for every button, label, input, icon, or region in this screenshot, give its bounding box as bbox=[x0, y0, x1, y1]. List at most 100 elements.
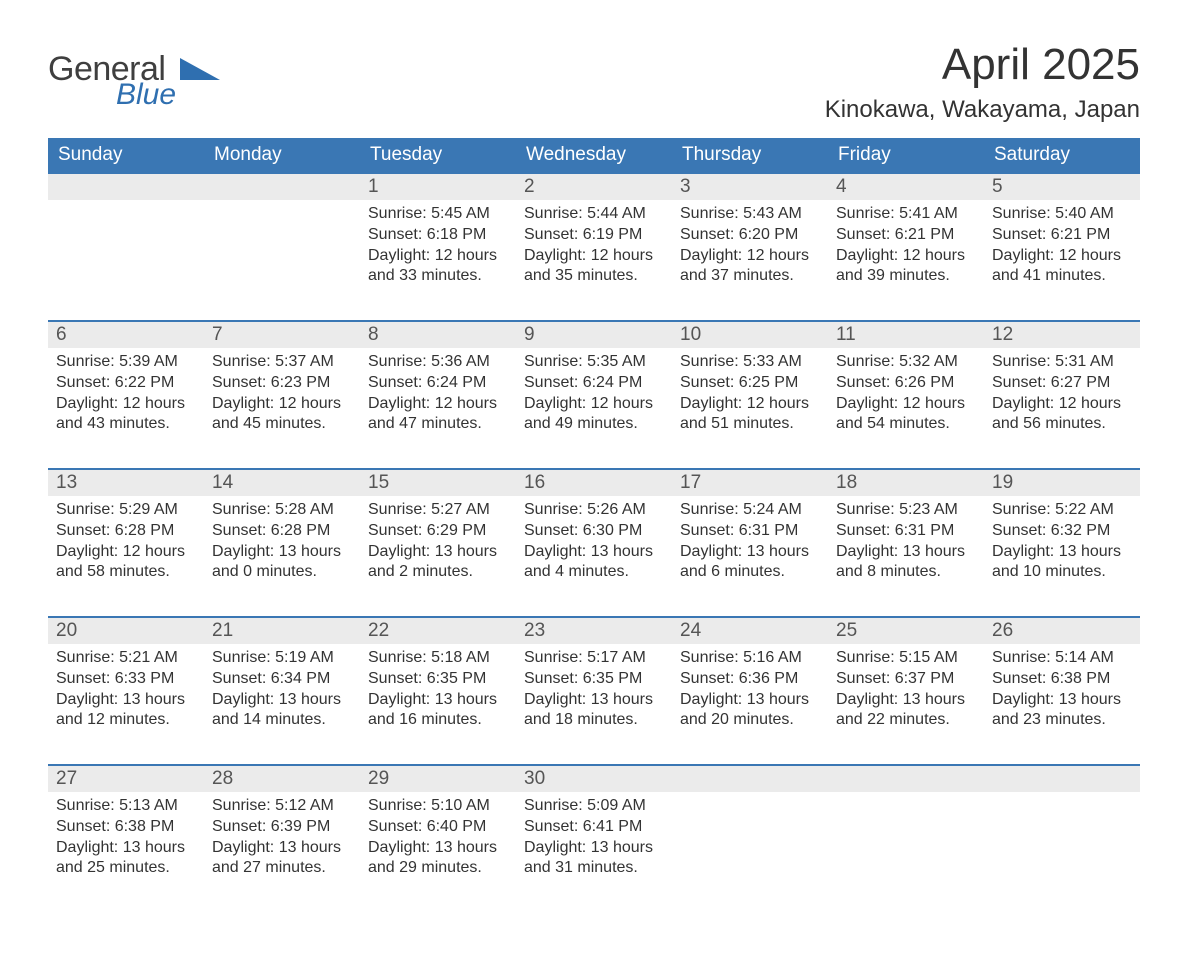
calendar-day-cell: 1Sunrise: 5:45 AMSunset: 6:18 PMDaylight… bbox=[360, 173, 516, 321]
day-body: Sunrise: 5:39 AMSunset: 6:22 PMDaylight:… bbox=[48, 348, 204, 443]
daylight-line: Daylight: 13 hours and 23 minutes. bbox=[992, 690, 1132, 732]
day-body: Sunrise: 5:32 AMSunset: 6:26 PMDaylight:… bbox=[828, 348, 984, 443]
day-number: 7 bbox=[204, 322, 360, 348]
daylight-line: Daylight: 13 hours and 29 minutes. bbox=[368, 838, 508, 880]
daylight-line: Daylight: 13 hours and 27 minutes. bbox=[212, 838, 352, 880]
calendar-day-cell: 25Sunrise: 5:15 AMSunset: 6:37 PMDayligh… bbox=[828, 617, 984, 765]
sunrise-line: Sunrise: 5:39 AM bbox=[56, 352, 196, 373]
day-body bbox=[204, 200, 360, 212]
calendar-body: 1Sunrise: 5:45 AMSunset: 6:18 PMDaylight… bbox=[48, 173, 1140, 913]
sunset-line: Sunset: 6:38 PM bbox=[992, 669, 1132, 690]
sunrise-line: Sunrise: 5:29 AM bbox=[56, 500, 196, 521]
day-body: Sunrise: 5:33 AMSunset: 6:25 PMDaylight:… bbox=[672, 348, 828, 443]
sunset-line: Sunset: 6:25 PM bbox=[680, 373, 820, 394]
day-body: Sunrise: 5:40 AMSunset: 6:21 PMDaylight:… bbox=[984, 200, 1140, 295]
sunrise-line: Sunrise: 5:31 AM bbox=[992, 352, 1132, 373]
day-body: Sunrise: 5:19 AMSunset: 6:34 PMDaylight:… bbox=[204, 644, 360, 739]
weekday-header: Friday bbox=[828, 138, 984, 173]
sunrise-line: Sunrise: 5:18 AM bbox=[368, 648, 508, 669]
sunrise-line: Sunrise: 5:15 AM bbox=[836, 648, 976, 669]
daylight-line: Daylight: 12 hours and 39 minutes. bbox=[836, 246, 976, 288]
calendar-day-cell: 29Sunrise: 5:10 AMSunset: 6:40 PMDayligh… bbox=[360, 765, 516, 913]
sunset-line: Sunset: 6:18 PM bbox=[368, 225, 508, 246]
sunset-line: Sunset: 6:27 PM bbox=[992, 373, 1132, 394]
day-number: 3 bbox=[672, 174, 828, 200]
day-body: Sunrise: 5:43 AMSunset: 6:20 PMDaylight:… bbox=[672, 200, 828, 295]
sunrise-line: Sunrise: 5:16 AM bbox=[680, 648, 820, 669]
calendar-day-cell bbox=[984, 765, 1140, 913]
sunrise-line: Sunrise: 5:12 AM bbox=[212, 796, 352, 817]
calendar-week-row: 13Sunrise: 5:29 AMSunset: 6:28 PMDayligh… bbox=[48, 469, 1140, 617]
sunrise-line: Sunrise: 5:14 AM bbox=[992, 648, 1132, 669]
sunset-line: Sunset: 6:40 PM bbox=[368, 817, 508, 838]
daylight-line: Daylight: 12 hours and 49 minutes. bbox=[524, 394, 664, 436]
day-number: 24 bbox=[672, 618, 828, 644]
calendar-day-cell: 9Sunrise: 5:35 AMSunset: 6:24 PMDaylight… bbox=[516, 321, 672, 469]
sunset-line: Sunset: 6:20 PM bbox=[680, 225, 820, 246]
calendar-day-cell: 2Sunrise: 5:44 AMSunset: 6:19 PMDaylight… bbox=[516, 173, 672, 321]
day-body: Sunrise: 5:09 AMSunset: 6:41 PMDaylight:… bbox=[516, 792, 672, 887]
day-number: 17 bbox=[672, 470, 828, 496]
day-body: Sunrise: 5:29 AMSunset: 6:28 PMDaylight:… bbox=[48, 496, 204, 591]
weekday-header-row: Sunday Monday Tuesday Wednesday Thursday… bbox=[48, 138, 1140, 173]
brand-triangle-icon bbox=[180, 58, 220, 91]
day-number: 13 bbox=[48, 470, 204, 496]
daylight-line: Daylight: 12 hours and 43 minutes. bbox=[56, 394, 196, 436]
day-body: Sunrise: 5:16 AMSunset: 6:36 PMDaylight:… bbox=[672, 644, 828, 739]
day-number bbox=[48, 174, 204, 200]
calendar-day-cell: 28Sunrise: 5:12 AMSunset: 6:39 PMDayligh… bbox=[204, 765, 360, 913]
calendar-day-cell: 3Sunrise: 5:43 AMSunset: 6:20 PMDaylight… bbox=[672, 173, 828, 321]
sunrise-line: Sunrise: 5:17 AM bbox=[524, 648, 664, 669]
sunrise-line: Sunrise: 5:27 AM bbox=[368, 500, 508, 521]
sunrise-line: Sunrise: 5:28 AM bbox=[212, 500, 352, 521]
sunset-line: Sunset: 6:19 PM bbox=[524, 225, 664, 246]
sunset-line: Sunset: 6:39 PM bbox=[212, 817, 352, 838]
day-number: 26 bbox=[984, 618, 1140, 644]
sunrise-line: Sunrise: 5:19 AM bbox=[212, 648, 352, 669]
sunrise-line: Sunrise: 5:44 AM bbox=[524, 204, 664, 225]
page: General Blue April 2025 Kinokawa, Wakaya… bbox=[0, 0, 1188, 953]
calendar-day-cell: 13Sunrise: 5:29 AMSunset: 6:28 PMDayligh… bbox=[48, 469, 204, 617]
daylight-line: Daylight: 12 hours and 35 minutes. bbox=[524, 246, 664, 288]
sunset-line: Sunset: 6:35 PM bbox=[524, 669, 664, 690]
daylight-line: Daylight: 13 hours and 22 minutes. bbox=[836, 690, 976, 732]
calendar-day-cell bbox=[828, 765, 984, 913]
sunrise-line: Sunrise: 5:43 AM bbox=[680, 204, 820, 225]
day-number bbox=[984, 766, 1140, 792]
day-number: 30 bbox=[516, 766, 672, 792]
day-body: Sunrise: 5:36 AMSunset: 6:24 PMDaylight:… bbox=[360, 348, 516, 443]
day-body: Sunrise: 5:31 AMSunset: 6:27 PMDaylight:… bbox=[984, 348, 1140, 443]
calendar-day-cell: 10Sunrise: 5:33 AMSunset: 6:25 PMDayligh… bbox=[672, 321, 828, 469]
day-body bbox=[48, 200, 204, 212]
calendar-day-cell bbox=[204, 173, 360, 321]
sunset-line: Sunset: 6:36 PM bbox=[680, 669, 820, 690]
daylight-line: Daylight: 13 hours and 10 minutes. bbox=[992, 542, 1132, 584]
sunset-line: Sunset: 6:22 PM bbox=[56, 373, 196, 394]
daylight-line: Daylight: 12 hours and 37 minutes. bbox=[680, 246, 820, 288]
day-number: 1 bbox=[360, 174, 516, 200]
weekday-header: Wednesday bbox=[516, 138, 672, 173]
calendar-day-cell bbox=[48, 173, 204, 321]
day-body: Sunrise: 5:10 AMSunset: 6:40 PMDaylight:… bbox=[360, 792, 516, 887]
sunset-line: Sunset: 6:31 PM bbox=[836, 521, 976, 542]
calendar-header: Sunday Monday Tuesday Wednesday Thursday… bbox=[48, 138, 1140, 173]
daylight-line: Daylight: 13 hours and 6 minutes. bbox=[680, 542, 820, 584]
calendar-day-cell: 20Sunrise: 5:21 AMSunset: 6:33 PMDayligh… bbox=[48, 617, 204, 765]
sunrise-line: Sunrise: 5:09 AM bbox=[524, 796, 664, 817]
daylight-line: Daylight: 12 hours and 54 minutes. bbox=[836, 394, 976, 436]
sunset-line: Sunset: 6:28 PM bbox=[212, 521, 352, 542]
day-body: Sunrise: 5:21 AMSunset: 6:33 PMDaylight:… bbox=[48, 644, 204, 739]
day-number: 8 bbox=[360, 322, 516, 348]
day-number: 19 bbox=[984, 470, 1140, 496]
day-body: Sunrise: 5:18 AMSunset: 6:35 PMDaylight:… bbox=[360, 644, 516, 739]
sunset-line: Sunset: 6:30 PM bbox=[524, 521, 664, 542]
day-body: Sunrise: 5:12 AMSunset: 6:39 PMDaylight:… bbox=[204, 792, 360, 887]
calendar-day-cell: 4Sunrise: 5:41 AMSunset: 6:21 PMDaylight… bbox=[828, 173, 984, 321]
sunrise-line: Sunrise: 5:23 AM bbox=[836, 500, 976, 521]
day-number: 25 bbox=[828, 618, 984, 644]
sunrise-line: Sunrise: 5:21 AM bbox=[56, 648, 196, 669]
calendar-table: Sunday Monday Tuesday Wednesday Thursday… bbox=[48, 138, 1140, 913]
sunrise-line: Sunrise: 5:33 AM bbox=[680, 352, 820, 373]
day-number: 27 bbox=[48, 766, 204, 792]
header-row: General Blue April 2025 Kinokawa, Wakaya… bbox=[48, 40, 1140, 124]
